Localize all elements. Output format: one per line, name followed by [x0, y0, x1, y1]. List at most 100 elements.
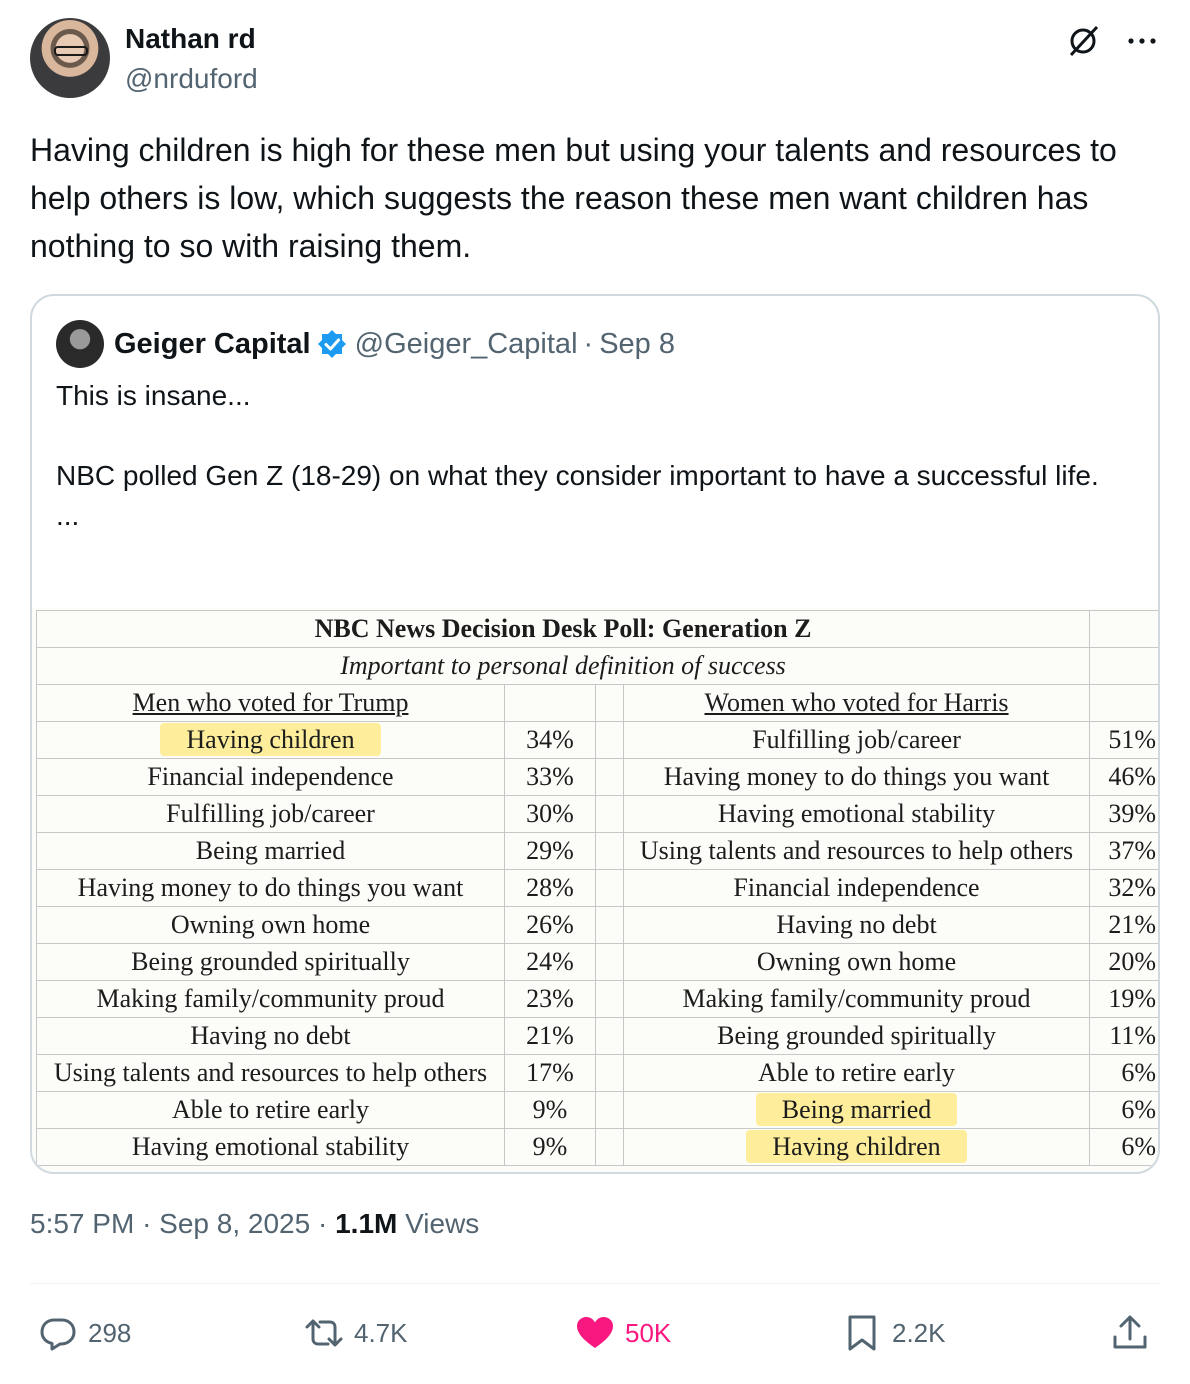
author-handle[interactable]: @nrduford: [125, 63, 258, 94]
quoted-avatar: [56, 320, 104, 368]
poll-right-pct: 32%: [1108, 873, 1157, 902]
like-button[interactable]: 50K: [575, 1310, 671, 1356]
poll-left-pct: 17%: [526, 1058, 574, 1087]
poll-left-item: Being grounded spiritually: [131, 947, 410, 976]
poll-right-pct: 20%: [1108, 947, 1157, 976]
poll-left-pct: 21%: [526, 1021, 574, 1050]
bookmark-button[interactable]: 2.2K: [842, 1310, 946, 1356]
poll-row: Having emotional stability 9% Having child…: [36, 1128, 1158, 1166]
action-bar: 298 4.7K 50K 2.2K: [30, 1310, 1160, 1356]
like-count: 50K: [625, 1317, 672, 1348]
poll-right-pct: 6%: [1121, 1132, 1157, 1161]
quoted-tweet[interactable]: Geiger Capital @Geiger_Capital · Sep 8 T…: [30, 294, 1160, 1174]
views-label: Views: [405, 1208, 480, 1239]
meta-separator: ·: [317, 1208, 328, 1239]
poll-right-item: Having money to do things you want: [663, 762, 1050, 791]
poll-right-item: Being grounded spiritually: [717, 1021, 996, 1050]
poll-right-item: Having emotional stability: [717, 799, 996, 828]
poll-left-item: Having emotional stability: [131, 1132, 410, 1161]
poll-left-item: Owning own home: [170, 910, 371, 939]
views-count: 1.1M: [335, 1208, 398, 1239]
quoted-date: Sep 8: [599, 327, 675, 360]
poll-row: Having money to do things you want 28% Fin…: [36, 869, 1158, 907]
poll-row: Using talents and resources to help othe…: [36, 1054, 1158, 1092]
grok-icon[interactable]: [1066, 24, 1100, 58]
poll-right-item: Being married: [755, 1093, 958, 1126]
repost-icon: [305, 1319, 343, 1347]
poll-left-item: Using talents and resources to help othe…: [53, 1058, 488, 1087]
poll-right-pct: 21%: [1108, 910, 1157, 939]
poll-right-pct: 51%: [1108, 725, 1157, 754]
poll-table: NBC News Decision Desk Poll: Generation …: [35, 610, 1158, 1166]
quoted-display-name: Geiger Capital: [114, 327, 311, 360]
poll-left-item: Making family/community proud: [96, 984, 445, 1013]
poll-image[interactable]: NBC News Decision Desk Poll: Generation …: [32, 608, 1158, 1172]
avatar[interactable]: [30, 18, 110, 98]
poll-left-pct: 9%: [532, 1095, 568, 1124]
author-display-name[interactable]: Nathan rd: [125, 23, 256, 54]
repost-button[interactable]: 4.7K: [304, 1310, 408, 1356]
bookmark-icon: [848, 1315, 876, 1351]
bookmark-count: 2.2K: [892, 1317, 946, 1348]
repost-count: 4.7K: [354, 1317, 408, 1348]
quoted-text: This is insane... NBC polled Gen Z (18-2…: [56, 380, 1099, 531]
poll-right-pct: 6%: [1121, 1095, 1157, 1124]
poll-row: Having children 34% Fulfilling job/career 5…: [36, 721, 1158, 759]
poll-left-pct: 28%: [526, 873, 574, 902]
poll-left-pct: 9%: [532, 1132, 568, 1161]
poll-title: NBC News Decision Desk Poll: Generation …: [35, 610, 1091, 648]
poll-row: Able to retire early 9% Being married 6%: [36, 1091, 1158, 1129]
poll-left-pct: 23%: [526, 984, 574, 1013]
poll-left-item: Financial independence: [147, 762, 394, 791]
poll-right-pct: 11%: [1109, 1021, 1157, 1050]
poll-left-pct: 29%: [526, 836, 574, 865]
poll-left-pct: 26%: [526, 910, 574, 939]
poll-right-item: Owning own home: [756, 947, 957, 976]
share-button[interactable]: [1110, 1310, 1160, 1356]
heart-icon: [577, 1317, 613, 1348]
poll-right-item: Having no debt: [776, 910, 937, 939]
poll-right-pct: 19%: [1108, 984, 1157, 1013]
quoted-separator: ·: [583, 327, 594, 360]
poll-row: Owning own home 26% Having no debt 21%: [36, 906, 1158, 944]
more-icon[interactable]: [1124, 26, 1160, 56]
poll-right-item: Able to retire early: [757, 1058, 956, 1087]
reply-icon: [40, 1318, 76, 1351]
poll-left-item: Fulfilling job/career: [166, 799, 375, 828]
poll-left-pct: 34%: [526, 725, 574, 754]
poll-right-item: Having children: [746, 1130, 967, 1163]
quoted-handle: @Geiger_Capital: [354, 327, 578, 360]
poll-right-item: Financial independence: [733, 873, 980, 902]
poll-right-item: Fulfilling job/career: [752, 725, 961, 754]
reply-count: 298: [88, 1317, 132, 1348]
poll-row: Being grounded spiritually 24% Owning own …: [36, 943, 1158, 981]
poll-left-item: Having money to do things you want: [77, 873, 464, 902]
poll-left-pct: 30%: [526, 799, 574, 828]
poll-right-item: Using talents and resources to help othe…: [639, 836, 1074, 865]
poll-row: Financial independence 33% Having money to…: [36, 758, 1158, 796]
left-column-header: Men who voted for Trump: [132, 688, 409, 717]
poll-subtitle: Important to personal definition of succ…: [35, 647, 1091, 685]
poll-right-item: Making family/community proud: [682, 984, 1031, 1013]
poll-right-pct: 37%: [1108, 836, 1157, 865]
quoted-tweet-header: Geiger Capital @Geiger_Capital · Sep 8: [56, 320, 675, 368]
tweet-date[interactable]: Sep 8, 2025: [159, 1208, 311, 1239]
poll-right-pct: 46%: [1108, 762, 1157, 791]
poll-left-item: Being married: [195, 836, 346, 865]
tweet-header: Nathan rd @nrduford: [30, 18, 1160, 98]
poll-left-pct: 24%: [526, 947, 574, 976]
poll-right-pct: 39%: [1108, 799, 1157, 828]
poll-right-pct: 6%: [1121, 1058, 1157, 1087]
poll-left-item: Having no debt: [190, 1021, 351, 1050]
poll-left-item: Able to retire early: [171, 1095, 370, 1124]
tweet-text: Having children is high for these men bu…: [30, 132, 1117, 264]
meta-separator: ·: [142, 1208, 152, 1239]
divider: [30, 1283, 1160, 1284]
tweet-time[interactable]: 5:57 PM: [30, 1208, 135, 1239]
author-names: Nathan rd @nrduford: [125, 22, 258, 96]
poll-row: Being married 29% Using talents and resour…: [36, 832, 1158, 870]
poll-row: Making family/community proud 23% Making f…: [36, 980, 1158, 1018]
verified-badge-icon: [317, 330, 346, 358]
reply-button[interactable]: 298: [38, 1310, 131, 1356]
share-icon: [1113, 1315, 1147, 1349]
